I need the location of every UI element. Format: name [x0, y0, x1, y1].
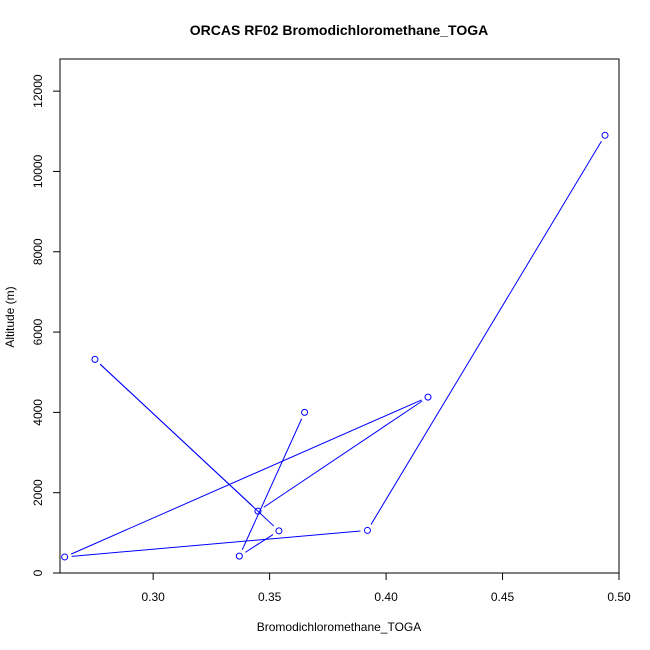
y-tick-label: 0: [31, 569, 45, 576]
data-point: [254, 507, 262, 515]
x-axis: 0.30 0.35 0.40 0.45 0.50: [141, 572, 631, 604]
data-point: [301, 408, 309, 416]
series-line-segment: [70, 399, 422, 555]
data-point: [275, 527, 283, 535]
series-line-segment: [370, 141, 602, 525]
data-point: [235, 552, 243, 560]
plot-frame: [59, 58, 620, 574]
series-line-segment: [263, 400, 423, 508]
data-point: [424, 393, 432, 401]
x-axis-label: Bromodichloromethane_TOGA: [257, 620, 422, 634]
x-tick-label: 0.30: [141, 590, 165, 604]
series-line-segment: [99, 363, 254, 507]
series-line-segment: [241, 418, 303, 550]
series-line-segment: [71, 530, 361, 557]
y-tick-label: 6000: [31, 318, 45, 345]
chart-title: ORCAS RF02 Bromodichloromethane_TOGA: [190, 22, 488, 38]
x-tick-label: 0.35: [258, 590, 282, 604]
y-tick-label: 10000: [31, 154, 45, 188]
data-point: [61, 553, 69, 561]
y-tick-label: 12000: [31, 74, 45, 108]
x-tick-label: 0.40: [374, 590, 398, 604]
series-line-segment: [244, 534, 274, 553]
y-axis: 0 2000 4000 6000 8000 10000 12000: [31, 74, 61, 576]
series-group: [61, 131, 609, 561]
data-point: [91, 355, 99, 363]
y-tick-label: 8000: [31, 238, 45, 265]
y-tick-label: 4000: [31, 399, 45, 426]
y-axis-label: Altitude (m): [3, 286, 17, 347]
data-point: [601, 131, 609, 139]
y-tick-label: 2000: [31, 479, 45, 506]
x-tick-label: 0.50: [607, 590, 631, 604]
data-point: [363, 526, 371, 534]
x-tick-label: 0.45: [491, 590, 515, 604]
